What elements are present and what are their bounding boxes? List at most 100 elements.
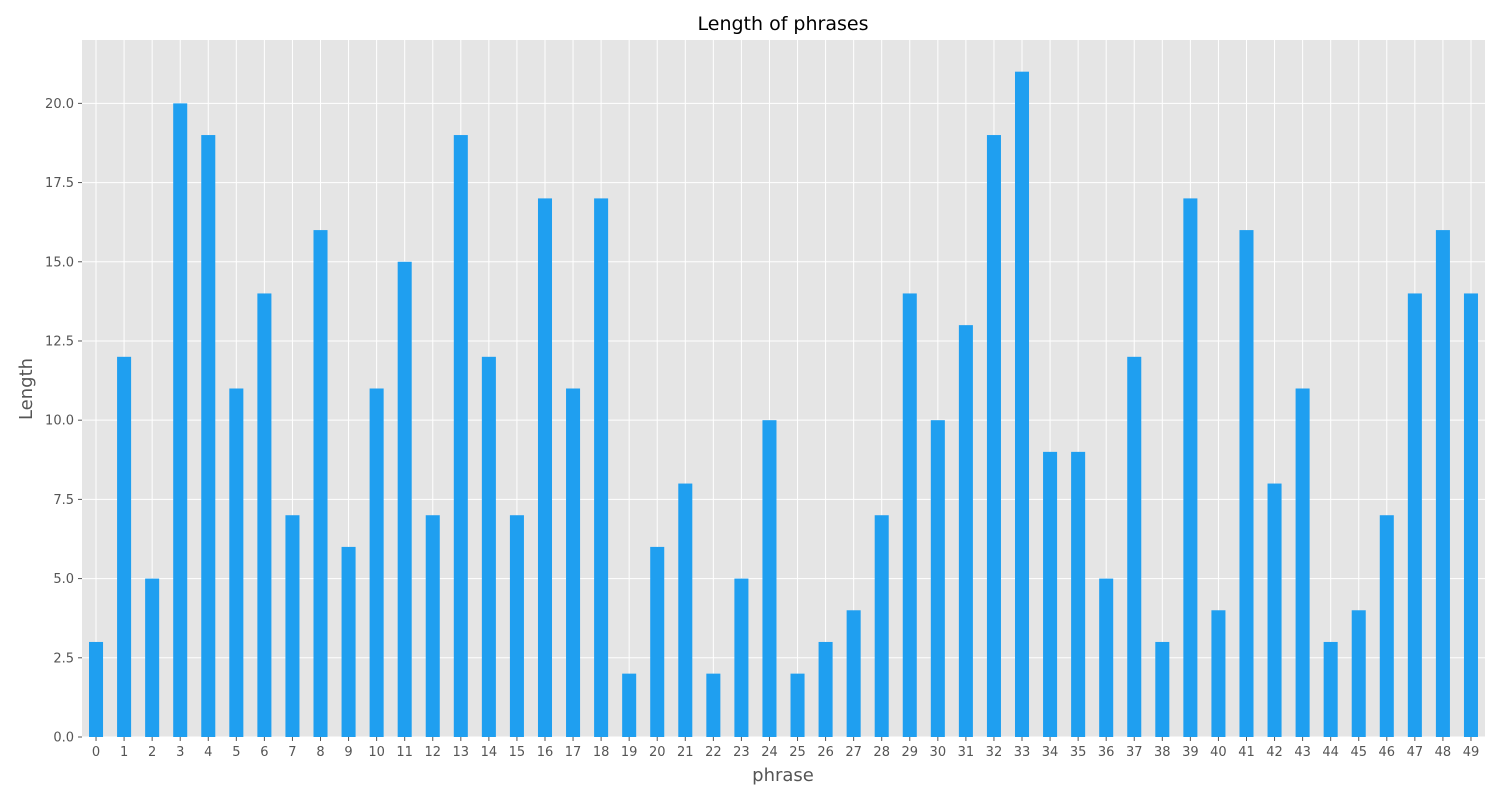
bar-phrase-48 xyxy=(1435,230,1450,737)
bar-phrase-1 xyxy=(117,356,132,737)
x-tick-label: 18 xyxy=(593,745,610,760)
x-tick-label: 28 xyxy=(873,745,890,760)
x-tick-label: 11 xyxy=(396,745,413,760)
x-tick-label: 5 xyxy=(232,745,240,760)
bar-phrase-10 xyxy=(369,388,384,737)
bar-phrase-21 xyxy=(678,483,693,737)
bar-phrase-23 xyxy=(734,578,749,737)
x-tick-label: 30 xyxy=(930,745,947,760)
x-axis-ticks: 0 1 2 3 4 5 6 7 8 9 10 11 12 13 14 15 16 17 18 19 20 21 22 23 24… xyxy=(92,737,1479,760)
y-tick-label: 12.5 xyxy=(45,334,74,349)
bar-phrase-28 xyxy=(874,515,889,737)
bar-phrase-43 xyxy=(1295,388,1310,737)
bar-phrase-42 xyxy=(1267,483,1282,737)
bar-phrase-44 xyxy=(1323,641,1338,737)
bar-phrase-7 xyxy=(285,515,300,737)
x-tick-label: 10 xyxy=(368,745,385,760)
x-tick-label: 38 xyxy=(1154,745,1171,760)
bars xyxy=(89,71,1478,738)
x-tick-label: 35 xyxy=(1070,745,1087,760)
x-tick-label: 26 xyxy=(817,745,834,760)
x-tick-label: 0 xyxy=(92,745,100,760)
x-axis-label: phrase xyxy=(752,765,814,786)
x-tick-label: 17 xyxy=(565,745,582,760)
bar-phrase-15 xyxy=(509,515,524,737)
y-tick-label: 15.0 xyxy=(45,255,74,270)
x-tick-label: 42 xyxy=(1266,745,1283,760)
bar-phrase-38 xyxy=(1155,641,1170,737)
bar-phrase-47 xyxy=(1407,293,1422,737)
x-tick-label: 25 xyxy=(789,745,806,760)
y-tick-label: 20.0 xyxy=(45,97,74,112)
x-tick-label: 31 xyxy=(958,745,975,760)
x-tick-label: 20 xyxy=(649,745,666,760)
bar-phrase-41 xyxy=(1239,230,1254,737)
bar-phrase-11 xyxy=(397,261,412,737)
bar-phrase-12 xyxy=(425,515,440,737)
bar-phrase-31 xyxy=(958,325,973,737)
chart-title: Length of phrases xyxy=(698,13,869,35)
x-tick-label: 1 xyxy=(120,745,128,760)
x-tick-label: 24 xyxy=(761,745,778,760)
y-tick-label: 0.0 xyxy=(53,731,74,746)
x-tick-label: 13 xyxy=(453,745,470,760)
y-tick-label: 7.5 xyxy=(53,493,74,508)
bar-phrase-35 xyxy=(1071,451,1086,737)
y-tick-label: 10.0 xyxy=(45,414,74,429)
bar-phrase-8 xyxy=(313,230,328,737)
x-tick-label: 8 xyxy=(316,745,324,760)
x-tick-label: 44 xyxy=(1322,745,1339,760)
x-tick-label: 4 xyxy=(204,745,212,760)
bar-phrase-16 xyxy=(537,198,553,738)
x-tick-label: 19 xyxy=(621,745,638,760)
x-tick-label: 14 xyxy=(481,745,498,760)
x-tick-label: 37 xyxy=(1126,745,1143,760)
x-tick-label: 2 xyxy=(148,745,156,760)
bar-phrase-24 xyxy=(762,420,777,737)
bar-phrase-33 xyxy=(1014,71,1030,737)
x-tick-label: 23 xyxy=(733,745,750,760)
bar-phrase-22 xyxy=(706,673,721,737)
bar-phrase-6 xyxy=(257,293,272,737)
x-tick-label: 27 xyxy=(845,745,862,760)
x-tick-label: 22 xyxy=(705,745,722,760)
x-tick-label: 16 xyxy=(537,745,554,760)
x-tick-label: 39 xyxy=(1182,745,1199,760)
bar-phrase-18 xyxy=(594,198,609,738)
y-tick-label: 5.0 xyxy=(53,572,74,587)
x-tick-label: 48 xyxy=(1435,745,1452,760)
bar-phrase-30 xyxy=(930,420,945,737)
x-tick-label: 12 xyxy=(424,745,441,760)
y-axis-ticks: 0.0 2.5 5.0 7.5 10.0 12.5 15.0 17.5 20.0 xyxy=(45,97,82,746)
x-tick-label: 9 xyxy=(344,745,352,760)
bar-phrase-20 xyxy=(650,546,665,737)
x-tick-label: 45 xyxy=(1350,745,1367,760)
bar-phrase-37 xyxy=(1127,356,1142,737)
bar-phrase-25 xyxy=(790,673,805,737)
x-tick-label: 15 xyxy=(509,745,526,760)
x-tick-label: 7 xyxy=(288,745,296,760)
bar-phrase-36 xyxy=(1099,578,1114,737)
y-axis-label: Length xyxy=(16,358,37,420)
x-tick-label: 21 xyxy=(677,745,694,760)
bar-phrase-13 xyxy=(453,135,468,737)
x-tick-label: 43 xyxy=(1294,745,1311,760)
bar-phrase-17 xyxy=(566,388,581,737)
x-tick-label: 46 xyxy=(1379,745,1396,760)
x-tick-label: 41 xyxy=(1238,745,1255,760)
bar-phrase-14 xyxy=(481,356,496,737)
bar-phrase-45 xyxy=(1351,610,1366,737)
x-tick-label: 32 xyxy=(986,745,1003,760)
bar-phrase-40 xyxy=(1211,610,1226,737)
y-tick-label: 2.5 xyxy=(53,651,74,666)
bar-phrase-3 xyxy=(173,103,188,737)
bar-phrase-49 xyxy=(1463,293,1478,737)
y-tick-label: 17.5 xyxy=(45,176,74,191)
bar-phrase-34 xyxy=(1043,451,1058,737)
bar-phrase-39 xyxy=(1183,198,1198,738)
x-tick-label: 34 xyxy=(1042,745,1059,760)
x-tick-label: 33 xyxy=(1014,745,1031,760)
x-tick-label: 40 xyxy=(1210,745,1227,760)
bar-phrase-29 xyxy=(902,293,917,737)
